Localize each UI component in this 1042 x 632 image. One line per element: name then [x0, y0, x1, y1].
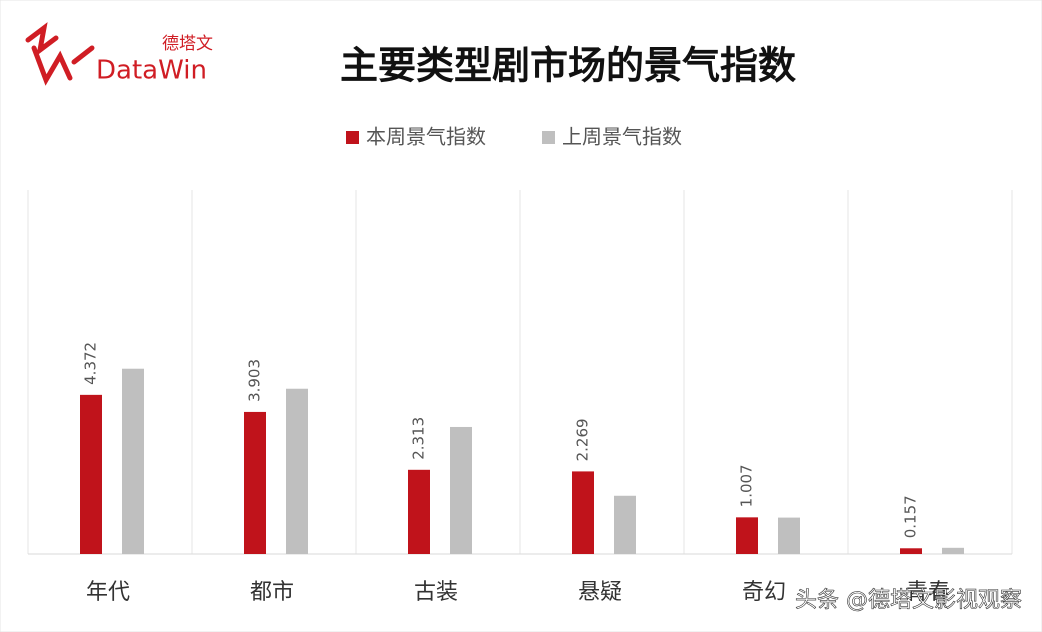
- chart-title: 主要类型剧市场的景气指数: [340, 44, 796, 88]
- x-tick-label: 青春: [906, 580, 950, 605]
- value-label: 4.372: [82, 342, 100, 385]
- bar: [122, 368, 144, 554]
- value-label: 3.903: [246, 359, 264, 402]
- bar: [572, 471, 594, 554]
- bar: [614, 495, 636, 554]
- legend-swatch: [542, 131, 555, 144]
- bar: [736, 517, 758, 554]
- legend-swatch: [346, 131, 359, 144]
- value-label: 2.313: [410, 417, 428, 460]
- x-tick-label: 年代: [86, 580, 130, 605]
- logo-cn: 德塔文: [162, 34, 213, 54]
- logo-mark: [25, 22, 95, 86]
- watermark: 头条 @德塔文影视观察: [795, 588, 1022, 613]
- logo-brand: DataWin: [96, 56, 207, 86]
- bar: [450, 426, 472, 554]
- legend-label: 上周景气指数: [562, 125, 682, 149]
- logo: 德塔文 DataWin: [25, 22, 213, 86]
- x-tick-label: 悬疑: [578, 580, 622, 605]
- bar: [244, 411, 266, 554]
- value-label: 2.269: [574, 418, 592, 461]
- bar: [80, 394, 102, 554]
- legend-label: 本周景气指数: [366, 125, 486, 149]
- x-tick-label: 古装: [414, 580, 458, 605]
- value-label: 1.007: [738, 464, 756, 507]
- x-tick-label: 都市: [250, 580, 294, 605]
- x-tick-label: 奇幻: [742, 580, 786, 605]
- bar: [286, 388, 308, 554]
- bar: [900, 548, 922, 554]
- value-label: 0.157: [902, 495, 920, 538]
- bar: [778, 517, 800, 554]
- bar: [408, 469, 430, 554]
- bar: [942, 547, 964, 554]
